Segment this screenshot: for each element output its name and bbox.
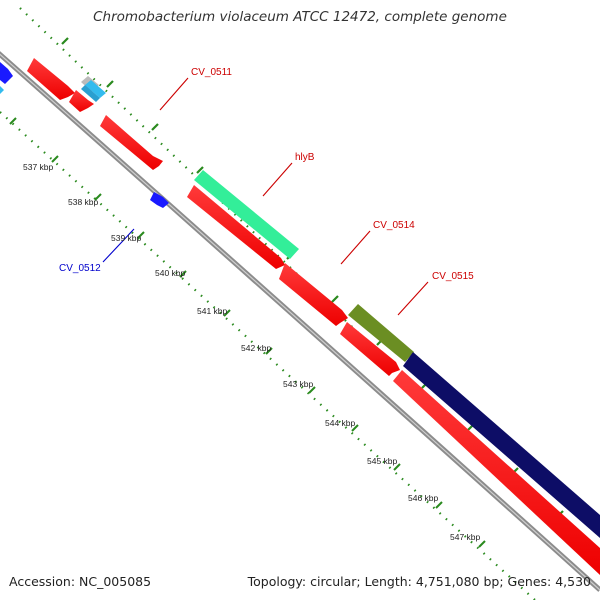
- genome-backbone-highlight: [0, 53, 600, 591]
- ruler-label-540: 540 kbp: [155, 268, 186, 278]
- ruler-label-543: 543 kbp: [283, 379, 314, 389]
- gene-cv0516[interactable]: [340, 322, 400, 376]
- ruler-label-539: 539 kbp: [111, 233, 142, 243]
- gene-hlyb[interactable]: [194, 170, 299, 259]
- accession-label: Accession: NC_005085: [9, 574, 152, 589]
- ruler-label-545: 545 kbp: [367, 456, 398, 466]
- gene-label-cv0512[interactable]: CV_0512: [59, 263, 101, 274]
- gene-cv0515[interactable]: [348, 304, 414, 362]
- gene-cds-0510b[interactable]: [69, 90, 94, 112]
- gene-cds-cyan2[interactable]: [81, 85, 100, 102]
- gene-label-cv0511[interactable]: CV_0511: [191, 67, 232, 78]
- ruler-label-546: 546 kbp: [408, 493, 439, 503]
- ruler-label-547: 547 kbp: [450, 532, 481, 542]
- gene-label-cv0515[interactable]: CV_0515: [432, 271, 474, 282]
- label-leaders: [102, 77, 429, 316]
- ruler-label-542: 542 kbp: [241, 343, 272, 353]
- ruler-label-544: 544 kbp: [325, 418, 356, 428]
- gene-label-cv0514[interactable]: CV_0514: [373, 220, 415, 231]
- map-title: Chromobacterium violaceum ATCC 12472, co…: [93, 9, 507, 25]
- cds-cyan-edge[interactable]: [0, 86, 4, 94]
- gene-cds-navy[interactable]: [403, 352, 600, 538]
- gene-cv0511[interactable]: [100, 115, 163, 170]
- ruler-label-537: 537 kbp: [23, 162, 54, 172]
- ruler-label-541: 541 kbp: [197, 306, 228, 316]
- inner-tick-ring: [0, 111, 536, 600]
- gene-cds-red-long[interactable]: [393, 370, 600, 575]
- inner-major-ticks: [9, 117, 486, 548]
- gene-cv0513[interactable]: [187, 185, 285, 269]
- genome-summary: Topology: circular; Length: 4,751,080 bp…: [247, 574, 591, 589]
- gene-cds-cyan[interactable]: [85, 80, 106, 98]
- gene-cds-0510a[interactable]: [27, 58, 75, 100]
- gene-cv0514[interactable]: [279, 263, 348, 326]
- gene-cds-blue-small[interactable]: [150, 192, 169, 208]
- cds-blue-edge[interactable]: [0, 62, 13, 84]
- gene-label-hlyb[interactable]: hlyB: [295, 152, 315, 163]
- ruler-label-538: 538 kbp: [68, 197, 99, 207]
- outer-major-ticks: [61, 37, 564, 518]
